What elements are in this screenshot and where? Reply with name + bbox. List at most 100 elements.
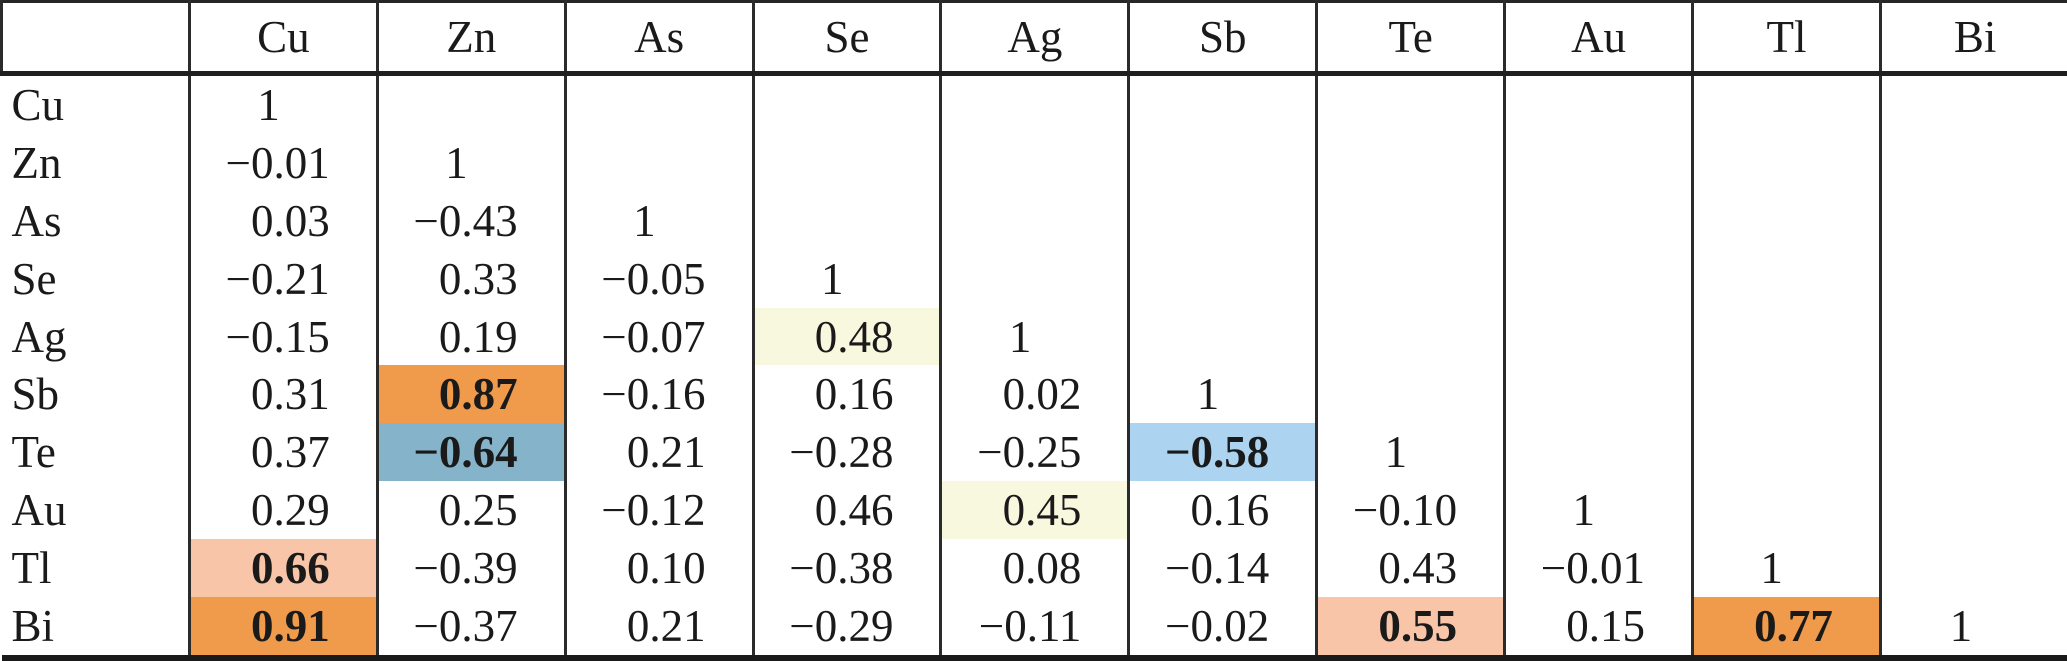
column-header-cu: Cu <box>187 1 378 76</box>
cell-cu-bi <box>1878 73 2067 134</box>
cell-bi-as: 0.21 <box>563 597 754 658</box>
row-header-ag: Ag <box>11 311 67 362</box>
cell-cu-zn <box>375 73 566 134</box>
cell-tl-ag: 0.08 <box>939 539 1129 598</box>
cell-te-as: 0.21 <box>563 423 754 482</box>
cell-te-au <box>1503 423 1693 482</box>
cell-se-se: 1 <box>751 249 941 308</box>
cell-as-au <box>1503 191 1693 250</box>
table-row-au: Au 0.29 0.25 −0.12 0.46 0.45 0.16 −0.10 1 <box>2 481 2067 540</box>
table-row-cu: Cu 1 <box>2 73 2067 134</box>
row-header-tl: Tl <box>11 543 52 594</box>
cell-tl-as: 0.10 <box>563 539 754 598</box>
cell-as-te <box>1315 191 1505 250</box>
cell-bi-cu: 0.91 <box>187 597 378 658</box>
cell-te-cu: 0.37 <box>187 423 378 482</box>
cell-te-te: 1 <box>1315 423 1505 482</box>
cell-as-tl <box>1691 191 1881 250</box>
row-header-sb: Sb <box>11 369 60 420</box>
cell-se-zn: 0.33 <box>375 249 566 308</box>
cell-cu-tl <box>1691 73 1881 134</box>
cell-sb-bi <box>1878 365 2067 424</box>
cell-cu-as <box>563 73 754 134</box>
cell-zn-se <box>751 133 941 192</box>
cell-ag-ag: 1 <box>939 307 1129 366</box>
cell-as-bi <box>1878 191 2067 250</box>
cell-as-cu: 0.03 <box>187 191 378 250</box>
cell-se-au <box>1503 249 1693 308</box>
cell-as-as: 1 <box>563 191 754 250</box>
column-header-te: Te <box>1315 1 1505 76</box>
cell-cu-te <box>1315 73 1505 134</box>
cell-bi-au: 0.15 <box>1503 597 1693 658</box>
row-header-bi: Bi <box>11 601 55 652</box>
cell-ag-as: −0.07 <box>563 307 754 366</box>
cell-zn-zn: 1 <box>375 133 566 192</box>
cell-sb-tl <box>1691 365 1881 424</box>
matrix-body: Cu 1 Zn −0.01 1 As 0.03 −0.43 1 Se −0.21 0.33 −0.05 1… <box>2 73 2067 658</box>
cell-au-te: −0.10 <box>1315 481 1505 540</box>
row-header-te: Te <box>11 427 56 478</box>
table-row-se: Se −0.21 0.33 −0.05 1 <box>2 249 2067 308</box>
cell-tl-au: −0.01 <box>1503 539 1693 598</box>
cell-bi-ag: −0.11 <box>939 597 1129 658</box>
cell-sb-ag: 0.02 <box>939 365 1129 424</box>
cell-sb-zn: 0.87 <box>375 365 566 424</box>
cell-zn-te <box>1315 133 1505 192</box>
table-row-bi: Bi 0.91 −0.37 0.21 −0.29 −0.11 −0.02 0.55 0.15 0.… <box>2 597 2067 658</box>
column-header-au: Au <box>1503 1 1693 76</box>
cell-tl-tl: 1 <box>1691 539 1881 598</box>
cell-tl-te: 0.43 <box>1315 539 1505 598</box>
table-row-tl: Tl 0.66 −0.39 0.10 −0.38 0.08 −0.14 0.43 −0.01 1 <box>2 539 2067 598</box>
cell-cu-cu: 1 <box>187 73 378 134</box>
cell-ag-tl <box>1691 307 1881 366</box>
cell-bi-te: 0.55 <box>1315 597 1505 658</box>
cell-sb-au <box>1503 365 1693 424</box>
table-row-te: Te 0.37 −0.64 0.21 −0.28 −0.25 −0.58 1 <box>2 423 2067 482</box>
cell-bi-bi: 1 <box>1878 597 2067 658</box>
cell-au-tl <box>1691 481 1881 540</box>
cell-sb-cu: 0.31 <box>187 365 378 424</box>
table-row-ag: Ag −0.15 0.19 −0.07 0.48 1 <box>2 307 2067 366</box>
cell-tl-se: −0.38 <box>751 539 941 598</box>
cell-au-sb: 0.16 <box>1127 481 1317 540</box>
cell-as-ag <box>939 191 1129 250</box>
row-header-au: Au <box>11 485 67 536</box>
cell-as-se <box>751 191 941 250</box>
column-header-zn: Zn <box>375 1 566 76</box>
cell-ag-zn: 0.19 <box>375 307 566 366</box>
table-row-as: As 0.03 −0.43 1 <box>2 191 2067 250</box>
cell-zn-cu: −0.01 <box>187 133 378 192</box>
corner-cell <box>0 1 190 76</box>
cell-se-te <box>1315 249 1505 308</box>
cell-bi-tl: 0.77 <box>1691 597 1881 658</box>
cell-au-as: −0.12 <box>563 481 754 540</box>
cell-se-cu: −0.21 <box>187 249 378 308</box>
cell-te-ag: −0.25 <box>939 423 1129 482</box>
cell-ag-se: 0.48 <box>751 307 941 366</box>
cell-tl-sb: −0.14 <box>1127 539 1317 598</box>
column-header-bi: Bi <box>1878 1 2067 76</box>
row-header-cu: Cu <box>11 79 65 130</box>
cell-sb-as: −0.16 <box>563 365 754 424</box>
cell-tl-zn: −0.39 <box>375 539 566 598</box>
cell-se-as: −0.05 <box>563 249 754 308</box>
cell-cu-ag <box>939 73 1129 134</box>
cell-bi-sb: −0.02 <box>1127 597 1317 658</box>
cell-tl-bi <box>1878 539 2067 598</box>
cell-ag-bi <box>1878 307 2067 366</box>
cell-bi-zn: −0.37 <box>375 597 566 658</box>
cell-ag-te <box>1315 307 1505 366</box>
cell-sb-se: 0.16 <box>751 365 941 424</box>
cell-ag-sb <box>1127 307 1317 366</box>
header-row: Cu Zn As Se Ag Sb Te Au Tl Bi <box>0 1 2067 76</box>
cell-zn-au <box>1503 133 1693 192</box>
table-row-zn: Zn −0.01 1 <box>2 133 2067 192</box>
cell-te-se: −0.28 <box>751 423 941 482</box>
row-header-as: As <box>11 195 62 246</box>
cell-au-bi <box>1878 481 2067 540</box>
cell-se-ag <box>939 249 1129 308</box>
cell-sb-te <box>1315 365 1505 424</box>
